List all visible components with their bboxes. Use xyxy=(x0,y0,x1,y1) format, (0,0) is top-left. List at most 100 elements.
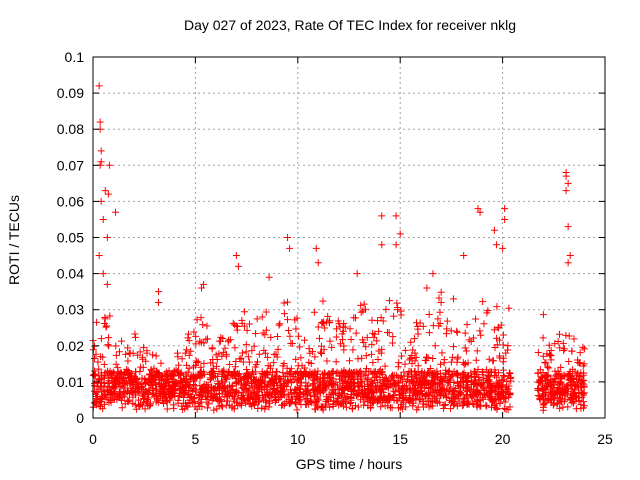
data-point xyxy=(132,368,140,376)
data-point xyxy=(155,298,163,306)
data-point xyxy=(176,384,184,392)
data-point xyxy=(205,400,213,408)
data-point xyxy=(105,161,113,169)
data-point xyxy=(115,348,123,356)
data-point xyxy=(436,308,444,316)
data-point xyxy=(379,370,387,378)
data-point xyxy=(181,349,189,357)
y-tick-label: 0.1 xyxy=(65,49,85,65)
data-point xyxy=(127,384,135,392)
data-point xyxy=(96,398,104,406)
data-point xyxy=(286,332,294,340)
y-tick-label: 0.02 xyxy=(57,338,84,354)
y-tick-label: 0.03 xyxy=(57,302,84,318)
data-point xyxy=(279,369,287,377)
data-point xyxy=(373,384,381,392)
data-point xyxy=(186,394,194,402)
data-point xyxy=(314,259,322,267)
data-point xyxy=(146,381,154,389)
data-point xyxy=(373,398,381,406)
data-point xyxy=(566,252,574,260)
data-point xyxy=(93,318,101,326)
data-point xyxy=(121,368,129,376)
data-point xyxy=(93,395,101,403)
data-point xyxy=(485,355,493,363)
data-point xyxy=(479,298,487,306)
data-point xyxy=(265,390,273,398)
data-point xyxy=(435,294,443,302)
data-point xyxy=(328,343,336,351)
data-point xyxy=(407,338,415,346)
data-point xyxy=(369,359,377,367)
data-point xyxy=(220,372,228,380)
data-point xyxy=(283,377,291,385)
data-point xyxy=(492,241,500,249)
data-point xyxy=(579,371,587,379)
data-point xyxy=(212,393,220,401)
data-point xyxy=(406,354,414,362)
data-point xyxy=(499,358,507,366)
data-point xyxy=(152,352,160,360)
x-tick-label: 0 xyxy=(89,431,97,447)
data-point xyxy=(229,385,237,393)
data-point xyxy=(493,379,501,387)
data-point xyxy=(174,349,182,357)
data-point xyxy=(505,304,513,312)
data-point xyxy=(504,342,512,350)
data-point xyxy=(416,319,424,327)
data-point xyxy=(238,349,246,357)
data-point xyxy=(559,339,567,347)
data-point xyxy=(480,320,488,328)
data-point xyxy=(433,395,441,403)
data-point xyxy=(565,332,573,340)
data-point xyxy=(310,387,318,395)
data-point xyxy=(322,385,330,393)
data-point xyxy=(155,370,163,378)
data-point xyxy=(101,315,109,323)
data-point xyxy=(196,337,204,345)
data-point xyxy=(579,343,587,351)
data-point xyxy=(286,244,294,252)
data-point xyxy=(429,402,437,410)
data-point xyxy=(360,370,368,378)
data-point xyxy=(424,379,432,387)
data-point xyxy=(314,323,322,331)
data-point xyxy=(131,333,139,341)
data-point xyxy=(311,353,319,361)
data-point xyxy=(118,337,126,345)
data-point xyxy=(403,382,411,390)
data-point xyxy=(552,371,560,379)
data-point xyxy=(324,312,332,320)
data-point xyxy=(245,371,253,379)
data-point xyxy=(502,349,510,357)
data-point xyxy=(342,398,350,406)
data-point xyxy=(150,364,158,372)
data-point xyxy=(261,331,269,339)
data-point xyxy=(267,333,275,341)
data-point xyxy=(175,361,183,369)
data-point xyxy=(499,331,507,339)
x-tick-label: 15 xyxy=(392,431,408,447)
data-point xyxy=(269,385,277,393)
data-point xyxy=(200,280,208,288)
data-point xyxy=(417,370,425,378)
data-point xyxy=(463,377,471,385)
data-point xyxy=(368,399,376,407)
data-point xyxy=(242,399,250,407)
data-point xyxy=(445,376,453,384)
data-point xyxy=(179,405,187,413)
data-point xyxy=(293,314,301,322)
data-point xyxy=(542,388,550,396)
data-point xyxy=(473,403,481,411)
data-point xyxy=(573,371,581,379)
data-point xyxy=(477,382,485,390)
data-point xyxy=(420,378,428,386)
data-point xyxy=(273,353,281,361)
data-point xyxy=(491,404,499,412)
data-point xyxy=(234,402,242,410)
data-point xyxy=(254,358,262,366)
data-point xyxy=(409,378,417,386)
data-point xyxy=(205,383,213,391)
data-point xyxy=(543,376,551,384)
data-point xyxy=(204,389,212,397)
